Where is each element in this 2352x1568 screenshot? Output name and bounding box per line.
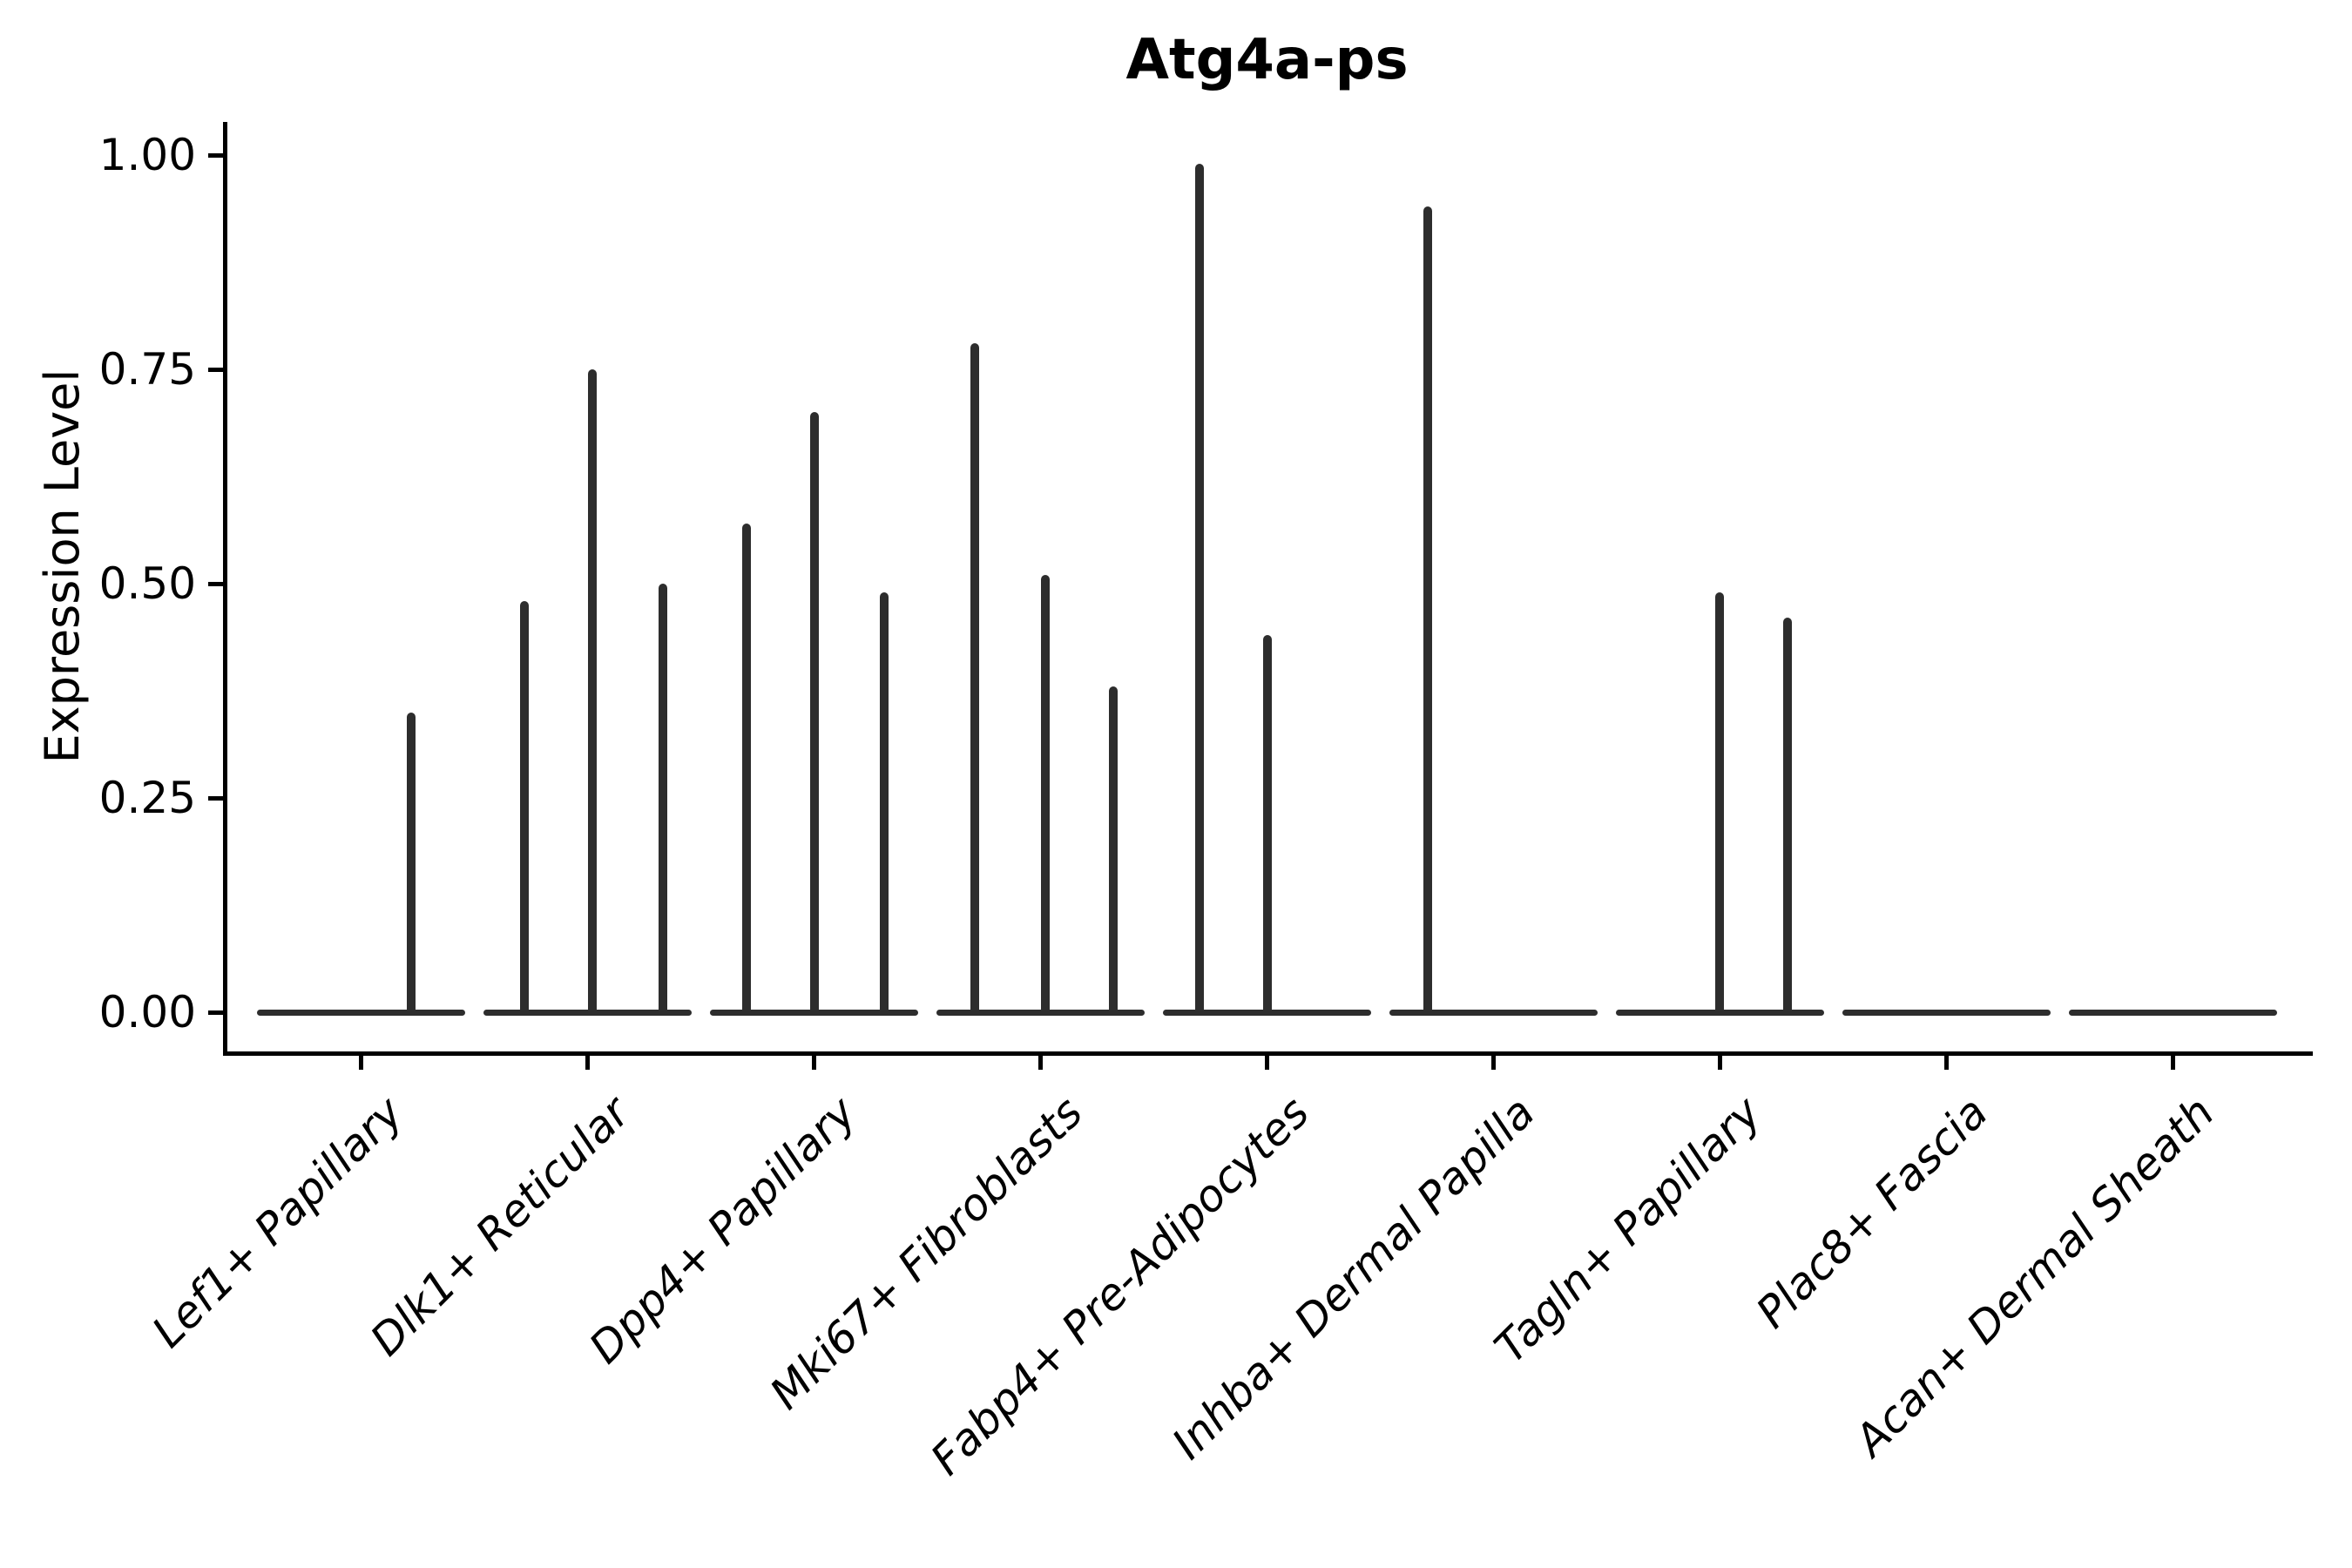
x-tick-mark xyxy=(812,1056,817,1070)
violin-spike xyxy=(1423,206,1433,1015)
y-tick-label: 0.25 xyxy=(98,773,196,823)
y-tick-mark xyxy=(208,152,223,158)
x-tick-mark xyxy=(2170,1056,2175,1070)
violin-zero-line xyxy=(2068,1009,2277,1016)
violin-spike xyxy=(741,524,751,1015)
x-tick-label: Mki67+ Fibroblasts xyxy=(760,1086,1092,1419)
x-tick-mark xyxy=(585,1056,591,1070)
violin-spike xyxy=(809,412,819,1015)
x-axis-spine xyxy=(223,1051,2313,1056)
x-tick-mark xyxy=(1717,1056,1722,1070)
x-tick-mark xyxy=(1265,1056,1269,1070)
y-tick-label: 0.50 xyxy=(98,558,196,609)
violin-zero-line xyxy=(483,1009,693,1016)
y-tick-label: 1.00 xyxy=(98,130,196,180)
violin-spike xyxy=(407,712,416,1015)
x-tick-label: Lef1+ Papillary xyxy=(142,1086,413,1358)
x-tick-label: Tagln+ Papillary xyxy=(1485,1086,1772,1373)
x-tick-mark xyxy=(1038,1056,1044,1070)
y-tick-mark xyxy=(208,581,223,586)
violin-spike xyxy=(588,369,598,1015)
violin-spike xyxy=(1194,163,1204,1015)
x-tick-mark xyxy=(359,1056,364,1070)
violin-spike xyxy=(1040,575,1050,1015)
y-tick-label: 0.00 xyxy=(98,987,196,1037)
x-tick-label: Acan+ Dermal Sheath xyxy=(1845,1086,2224,1466)
violin-spike xyxy=(1783,618,1793,1015)
x-tick-label: Fabp4+ Pre-Adipocytes xyxy=(920,1086,1319,1485)
y-tick-mark xyxy=(208,795,223,801)
x-tick-label: Dlk1+ Reticular xyxy=(360,1086,639,1366)
violin-spike xyxy=(880,591,889,1015)
violin-zero-line xyxy=(1389,1009,1598,1016)
x-tick-mark xyxy=(1490,1056,1496,1070)
violin-spike xyxy=(1108,686,1118,1015)
violin-spike xyxy=(520,600,530,1015)
violin-zero-line xyxy=(257,1009,466,1016)
plot-area: 0.00 0.25 0.50 0.75 1.00 Lef1+ Papillary Dlk1+… xyxy=(99,122,2308,1484)
x-tick-mark xyxy=(1943,1056,1949,1070)
chart-title: Atg4a-ps xyxy=(1125,28,1409,92)
y-tick-mark xyxy=(208,1010,223,1015)
y-tick-label: 0.75 xyxy=(98,344,196,395)
violin-spike xyxy=(1715,591,1725,1015)
x-tick-label: Dpp4+ Papillary xyxy=(579,1086,866,1374)
x-tick-label: Plac8+ Fascia xyxy=(1747,1086,1998,1338)
violin-zero-line xyxy=(936,1009,1146,1016)
violin-spike xyxy=(1262,635,1272,1015)
violin-zero-line xyxy=(1842,1009,2051,1016)
x-tick-label: Inhba+ Dermal Papilla xyxy=(1162,1086,1545,1470)
y-tick-mark xyxy=(208,367,223,372)
violin-spike xyxy=(658,584,667,1015)
violin-spike xyxy=(970,343,980,1015)
y-axis-spine xyxy=(223,122,227,1056)
